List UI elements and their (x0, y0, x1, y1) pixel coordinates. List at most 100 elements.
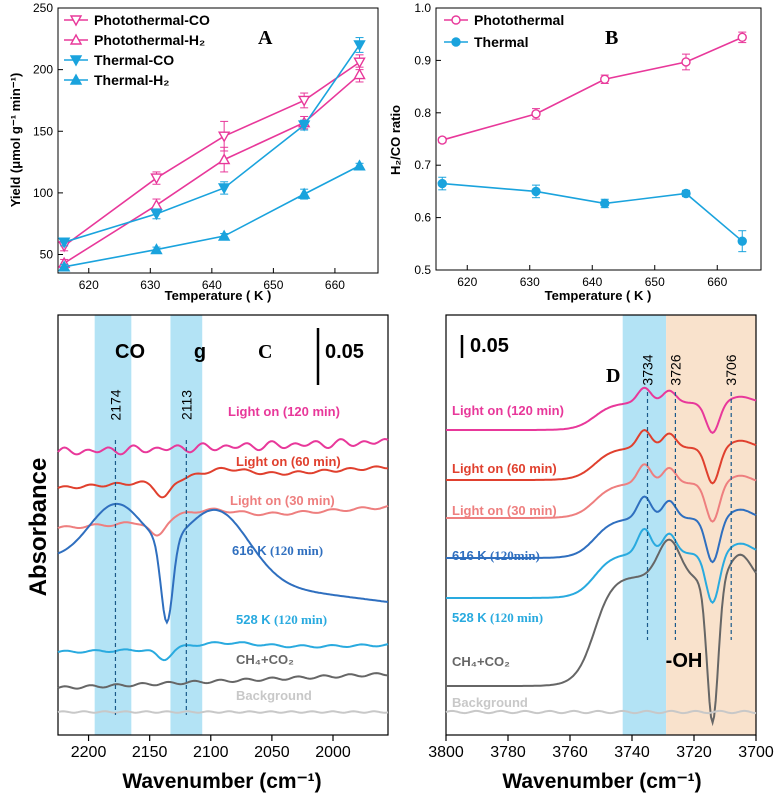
legend-entry: Photothermal-H₂ (94, 32, 205, 48)
trace-label: CH₄+CO₂ (452, 654, 510, 669)
trace-label: 616 K (120 min) (232, 543, 323, 558)
legend-entry: Thermal (474, 34, 528, 50)
x-tick-label: 2100 (193, 744, 229, 761)
panel-c: Light on (120 min) Light on (60 min) Light… (25, 314, 389, 793)
panel-b-ylabel: H₂/CO ratio (388, 105, 403, 175)
y-tick-label: 0.5 (414, 263, 431, 277)
legend-entry: Thermal-CO (94, 52, 174, 68)
panel-b: 620 630 640 650 660 0.5 0.6 0.7 0.8 0.9 1.0 B Temp… (388, 1, 762, 303)
spectrum-trace (57, 502, 389, 625)
legend-marker (451, 37, 461, 47)
spectrum-trace (57, 710, 389, 714)
peak-label: 3726 (667, 354, 683, 385)
y-tick-label: 50 (40, 248, 54, 262)
x-tick-label: 3780 (490, 744, 526, 761)
series-line (64, 165, 360, 268)
spectrum-trace (446, 463, 757, 523)
y-tick-label: 1.0 (414, 1, 431, 15)
x-tick-label: 640 (202, 278, 222, 292)
legend-entry: Thermal-H₂ (94, 72, 169, 88)
data-point (737, 236, 747, 246)
x-tick-label: 630 (520, 275, 540, 289)
y-tick-label: 0.8 (414, 106, 431, 120)
data-point (437, 135, 447, 145)
series-line (442, 36, 743, 141)
series-line (63, 73, 361, 264)
panel-a: 620 630 640 650 660 50 100 150 200 250 A Temperat… (8, 1, 379, 303)
trace-label: 616 K (120min) (452, 548, 540, 563)
series-line (63, 61, 360, 247)
legend-entry: Photothermal (474, 12, 564, 28)
legend-marker (69, 73, 83, 85)
y-tick-label: 100 (33, 186, 53, 200)
trace-label: CH₄+CO₂ (236, 652, 294, 667)
data-point (681, 188, 691, 199)
data-point (531, 186, 541, 197)
y-tick-label: 0.6 (414, 211, 431, 225)
data-point (297, 120, 311, 132)
trace-label: Background (452, 695, 528, 710)
y-tick-label: 0.7 (414, 158, 431, 172)
trace-label: 528 K (120 min) (452, 610, 543, 625)
trace-label: Light on (120 min) (228, 404, 340, 419)
x-tick-label: 630 (140, 278, 160, 292)
data-point (600, 74, 610, 84)
data-point (217, 131, 231, 143)
spectrum-trace (446, 386, 757, 434)
peak-label: 2174 (107, 389, 123, 420)
spectrum-trace (57, 437, 389, 456)
x-tick-label: 2050 (254, 744, 290, 761)
x-tick-label: 620 (457, 275, 477, 289)
peak-label: 3734 (640, 354, 656, 385)
panel-c-letter: C (258, 341, 272, 363)
spectrum-trace (446, 495, 757, 564)
panel-c-xlabel: Wavenumber (cm⁻¹) (122, 770, 321, 793)
trace-label: Light on (60 min) (236, 454, 341, 469)
data-point (217, 229, 231, 241)
data-point (57, 237, 71, 249)
highlight-band (666, 315, 756, 735)
spectrum-trace (57, 672, 389, 690)
x-tick-label: 3740 (614, 744, 650, 761)
spectrum-trace (445, 709, 757, 715)
spectrum-trace (446, 527, 757, 604)
trace-label: Light on (30 min) (452, 503, 557, 518)
data-point (150, 243, 163, 255)
trace-label-suffix: (120 min) (271, 612, 327, 627)
data-point (737, 32, 747, 43)
trace-label: Background (236, 688, 312, 703)
x-tick-label: 650 (263, 278, 283, 292)
trace-label-suffix: (120 min) (267, 543, 323, 558)
panel-b-xlabel: Temperature ( K ) (545, 288, 652, 303)
panel-d: Light on (120 min) Light on (60 min) Light… (428, 314, 774, 793)
data-point (353, 40, 366, 52)
x-tick-label: 620 (79, 278, 99, 292)
trace-label: 528 K (120 min) (236, 612, 327, 627)
data-point (353, 57, 366, 69)
trace-label: Light on (120 min) (452, 403, 564, 418)
x-tick-label: 3720 (676, 744, 712, 761)
data-point (150, 173, 163, 185)
trace-label-suffix: (120 min) (487, 610, 543, 625)
data-point (297, 187, 311, 199)
panel-c-band-label: CO (115, 341, 145, 363)
trace-label: Light on (60 min) (452, 461, 557, 476)
spectrum-trace (57, 641, 389, 662)
data-point (353, 68, 366, 80)
x-tick-label: 3760 (552, 744, 588, 761)
data-point (57, 260, 71, 272)
x-tick-label: 3800 (428, 744, 464, 761)
spectrum-trace (446, 429, 757, 485)
x-tick-label: 2000 (315, 744, 351, 761)
y-tick-label: 0.9 (414, 53, 431, 67)
y-tick-label: 200 (33, 63, 53, 77)
panel-d-scale-label: 0.05 (470, 335, 509, 357)
peak-label: 3706 (723, 354, 739, 385)
panel-c-band-label-2: g (194, 341, 206, 363)
data-point (681, 57, 691, 67)
legend-entry: Photothermal-CO (94, 12, 210, 28)
panel-a-xlabel: Temperature ( K ) (165, 288, 272, 303)
x-tick-label: 660 (325, 278, 345, 292)
data-point (437, 178, 447, 189)
